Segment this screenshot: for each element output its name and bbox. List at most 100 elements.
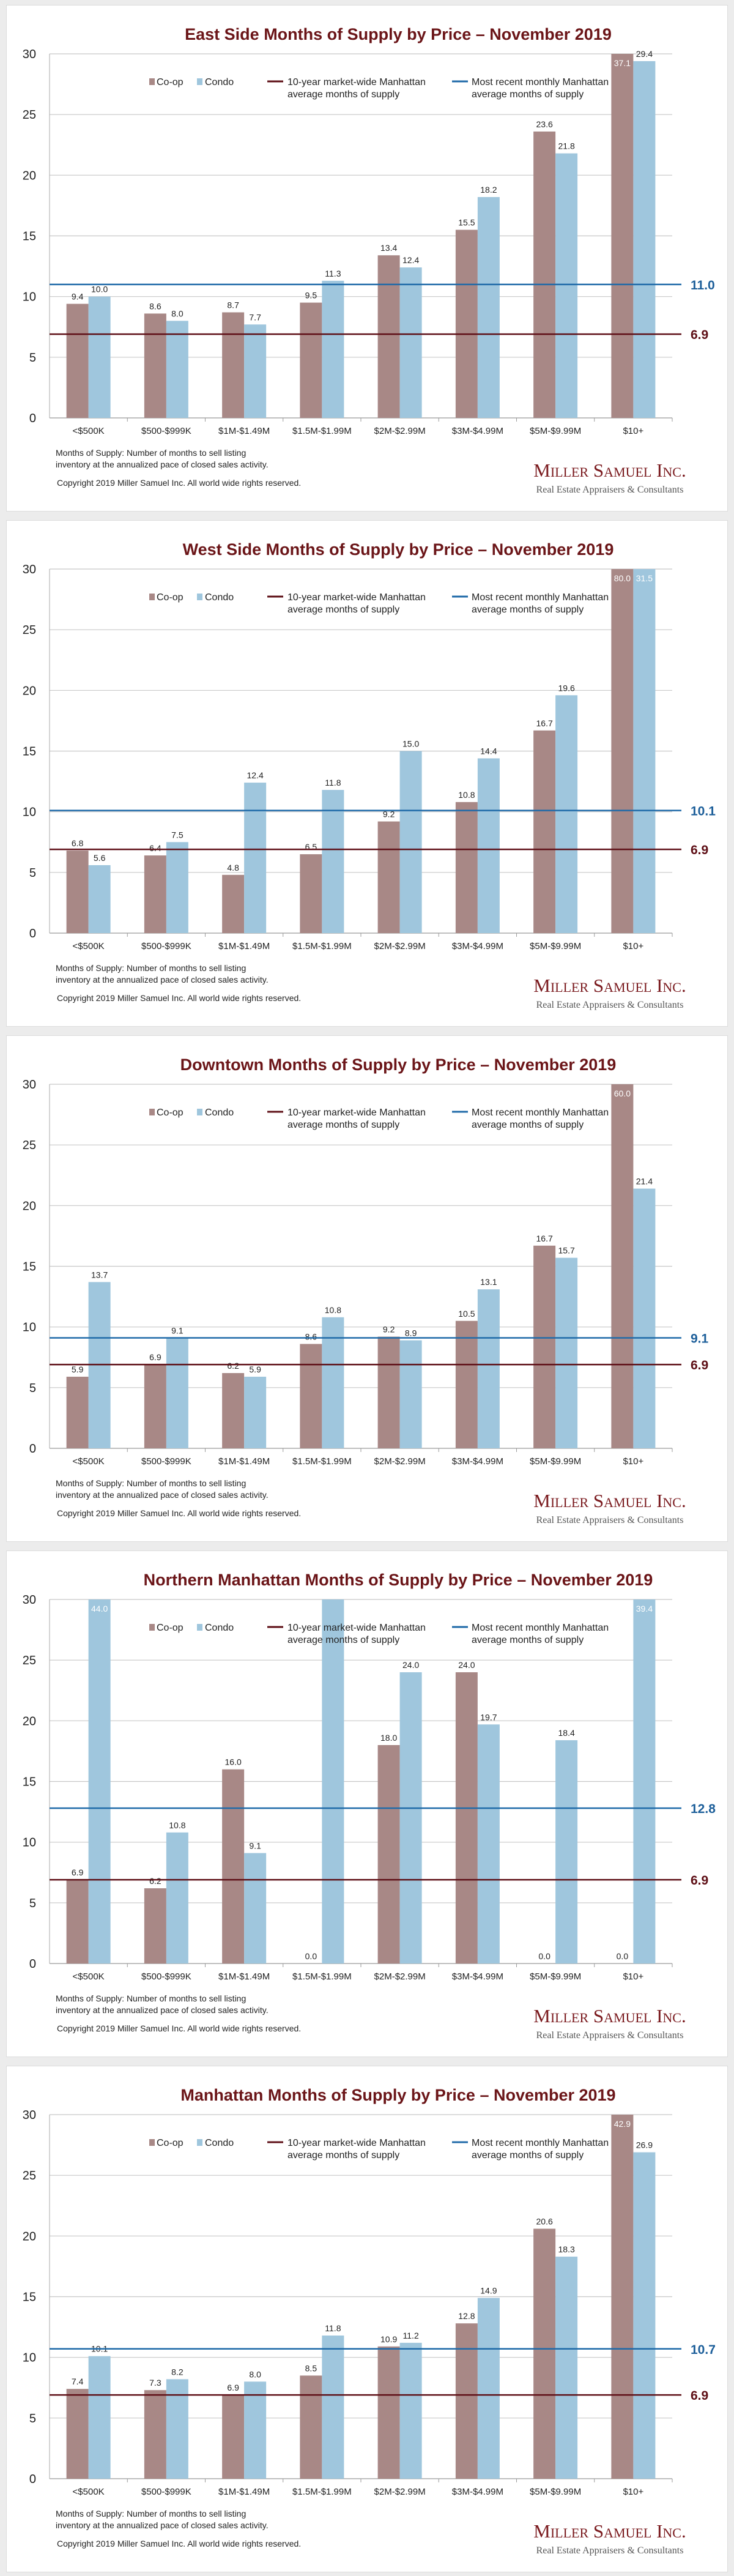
- y-tick-label: 5: [29, 1897, 36, 1910]
- coop-bar: [144, 1888, 166, 1964]
- x-category-label: $5M-$9.99M: [530, 426, 581, 436]
- condo-value-label: 18.2: [480, 185, 497, 195]
- coop-bar: [533, 131, 556, 418]
- x-category-label: $10+: [623, 1971, 643, 1982]
- coop-legend-swatch: [149, 78, 155, 85]
- ten-year-average-label: 6.9: [691, 843, 708, 857]
- coop-bar: [300, 2375, 322, 2479]
- legend-ten-year: 10-year market-wide Manhattan: [287, 2138, 426, 2148]
- x-category-label: $3M-$4.99M: [452, 941, 503, 951]
- y-tick-label: 20: [23, 1714, 36, 1728]
- coop-bar: [66, 2389, 89, 2479]
- condo-value-label: 19.7: [480, 1712, 497, 1722]
- condo-bar: [399, 1672, 422, 1964]
- condo-bar: [477, 2298, 500, 2479]
- x-category-label: $2M-$2.99M: [374, 2487, 426, 2497]
- legend-coop: Co-op: [157, 592, 184, 603]
- coop-bar: [144, 2390, 166, 2479]
- coop-bar: [300, 302, 322, 418]
- condo-bar: [555, 153, 578, 418]
- coop-value-label: 9.5: [305, 291, 317, 300]
- coop-value-label: 0.0: [538, 1951, 550, 1961]
- footnote: Months of Supply: Number of months to se…: [56, 963, 246, 973]
- miller-samuel-logo: Miller Samuel Inc.: [533, 1490, 686, 1511]
- coop-value-label: 10.9: [380, 2334, 397, 2344]
- legend-recent: average months of supply: [472, 1635, 584, 1645]
- x-category-label: $3M-$4.99M: [452, 1456, 503, 1467]
- bar-chart: West Side Months of Supply by Price – No…: [23, 540, 716, 1010]
- legend-condo: Condo: [205, 592, 234, 603]
- ten-year-average-label: 6.9: [691, 2389, 708, 2403]
- condo-bar: [399, 751, 422, 933]
- y-tick-label: 15: [23, 2291, 36, 2304]
- coop-value-label: 18.0: [380, 1733, 397, 1743]
- condo-value-label: 11.8: [325, 778, 341, 787]
- y-tick-label: 0: [29, 927, 36, 940]
- chart-panel: West Side Months of Supply by Price – No…: [6, 520, 728, 1027]
- y-tick-label: 0: [29, 1442, 36, 1456]
- condo-legend-swatch: [197, 78, 202, 85]
- condo-bar: [555, 2257, 578, 2479]
- y-tick-label: 10: [23, 1321, 36, 1335]
- coop-bar: [144, 1364, 166, 1448]
- logo-tagline: Real Estate Appraisers & Consultants: [536, 1000, 684, 1010]
- condo-bar: [88, 2356, 111, 2479]
- x-category-label: $500-$999K: [141, 1971, 191, 1982]
- ten-year-average-label: 6.9: [691, 328, 708, 342]
- y-tick-label: 30: [23, 1078, 36, 1092]
- recent-average-label: 12.8: [691, 1802, 716, 1816]
- x-category-label: $500-$999K: [141, 426, 191, 436]
- footnote: inventory at the annualized pace of clos…: [56, 2005, 269, 2015]
- y-tick-label: 30: [23, 1593, 36, 1607]
- condo-bar: [166, 321, 188, 418]
- y-tick-label: 10: [23, 2351, 36, 2365]
- y-tick-label: 25: [23, 108, 36, 122]
- condo-value-label: 31.5: [636, 573, 653, 583]
- coop-value-label: 12.8: [458, 2311, 475, 2321]
- coop-value-label: 0.0: [305, 1951, 317, 1961]
- coop-bar: [455, 1672, 478, 1964]
- coop-bar: [611, 54, 634, 418]
- logo-tagline: Real Estate Appraisers & Consultants: [536, 485, 684, 495]
- x-category-label: $1.5M-$1.99M: [292, 426, 352, 436]
- coop-value-label: 8.7: [227, 300, 239, 310]
- condo-bar: [88, 296, 111, 418]
- condo-value-label: 5.9: [249, 1364, 261, 1374]
- condo-bar: [555, 1740, 578, 1964]
- x-category-label: $2M-$2.99M: [374, 941, 426, 951]
- x-category-label: $2M-$2.99M: [374, 1971, 426, 1982]
- condo-bar: [166, 1832, 188, 1964]
- y-tick-label: 30: [23, 48, 36, 61]
- legend: Co-op Condo 10-year market-wide Manhattan a…: [149, 1107, 609, 1130]
- copyright: Copyright 2019 Miller Samuel Inc. All wo…: [57, 2023, 301, 2033]
- condo-value-label: 29.4: [636, 49, 653, 59]
- legend-recent: Most recent monthly Manhattan: [472, 1623, 609, 1633]
- legend-recent: average months of supply: [472, 1120, 584, 1130]
- legend-coop: Co-op: [157, 1623, 184, 1633]
- ten-year-average-label: 6.9: [691, 1874, 708, 1888]
- condo-value-label: 12.4: [402, 255, 419, 265]
- coop-bar: [377, 1336, 400, 1448]
- legend-coop: Co-op: [157, 1107, 184, 1118]
- y-tick-label: 25: [23, 624, 36, 637]
- condo-value-label: 21.4: [636, 1177, 653, 1186]
- coop-value-label: 4.8: [227, 863, 239, 873]
- x-category-label: $1M-$1.49M: [218, 2487, 270, 2497]
- y-tick-label: 20: [23, 169, 36, 182]
- footnote: inventory at the annualized pace of clos…: [56, 975, 269, 985]
- x-category-label: $2M-$2.99M: [374, 1456, 426, 1467]
- condo-value-label: 21.8: [558, 141, 575, 151]
- x-category-label: $2M-$2.99M: [374, 426, 426, 436]
- condo-bar: [322, 789, 344, 933]
- condo-value-label: 15.0: [402, 739, 419, 749]
- coop-bar: [222, 1373, 245, 1448]
- coop-bar: [533, 1245, 556, 1448]
- y-tick-label: 20: [23, 1199, 36, 1213]
- x-category-label: $3M-$4.99M: [452, 426, 503, 436]
- coop-value-label: 42.9: [614, 2119, 631, 2129]
- y-tick-label: 5: [29, 866, 36, 880]
- coop-bar: [222, 1769, 245, 1964]
- recent-average-label: 11.0: [691, 278, 715, 292]
- condo-bar: [166, 842, 188, 933]
- condo-bar: [166, 2379, 188, 2479]
